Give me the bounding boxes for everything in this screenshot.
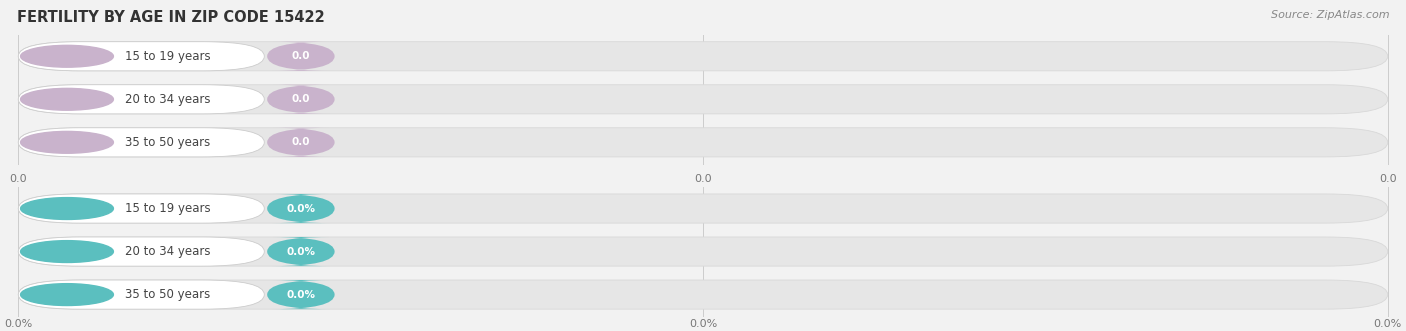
Text: 0.0%: 0.0% <box>689 319 717 329</box>
Circle shape <box>21 45 114 67</box>
FancyBboxPatch shape <box>267 128 335 157</box>
FancyBboxPatch shape <box>18 237 264 266</box>
Text: 0.0%: 0.0% <box>287 247 315 257</box>
Text: 0.0%: 0.0% <box>1374 319 1402 329</box>
Text: 20 to 34 years: 20 to 34 years <box>125 93 211 106</box>
Text: 0.0%: 0.0% <box>287 290 315 300</box>
Text: 0.0%: 0.0% <box>287 204 315 213</box>
FancyBboxPatch shape <box>18 85 1388 114</box>
Text: Source: ZipAtlas.com: Source: ZipAtlas.com <box>1271 10 1389 20</box>
FancyBboxPatch shape <box>267 194 335 223</box>
FancyBboxPatch shape <box>18 280 1388 309</box>
FancyBboxPatch shape <box>18 128 1388 157</box>
FancyBboxPatch shape <box>18 85 264 114</box>
Text: 20 to 34 years: 20 to 34 years <box>125 245 211 258</box>
Circle shape <box>21 131 114 153</box>
Text: FERTILITY BY AGE IN ZIP CODE 15422: FERTILITY BY AGE IN ZIP CODE 15422 <box>17 10 325 25</box>
Text: 0.0: 0.0 <box>1379 174 1396 184</box>
Text: 0.0: 0.0 <box>291 137 311 147</box>
FancyBboxPatch shape <box>18 280 264 309</box>
Circle shape <box>21 284 114 306</box>
FancyBboxPatch shape <box>18 42 1388 71</box>
FancyBboxPatch shape <box>267 85 335 114</box>
FancyBboxPatch shape <box>267 237 335 266</box>
Circle shape <box>21 88 114 110</box>
Text: 0.0: 0.0 <box>291 51 311 61</box>
Circle shape <box>21 198 114 219</box>
FancyBboxPatch shape <box>18 237 1388 266</box>
FancyBboxPatch shape <box>267 42 335 71</box>
Text: 0.0: 0.0 <box>291 94 311 104</box>
Circle shape <box>21 241 114 262</box>
Text: 0.0: 0.0 <box>695 174 711 184</box>
FancyBboxPatch shape <box>18 42 264 71</box>
FancyBboxPatch shape <box>18 194 1388 223</box>
FancyBboxPatch shape <box>18 128 264 157</box>
Text: 35 to 50 years: 35 to 50 years <box>125 136 211 149</box>
FancyBboxPatch shape <box>18 194 264 223</box>
Text: 35 to 50 years: 35 to 50 years <box>125 288 211 301</box>
Text: 0.0%: 0.0% <box>4 319 32 329</box>
Text: 15 to 19 years: 15 to 19 years <box>125 202 211 215</box>
Text: 15 to 19 years: 15 to 19 years <box>125 50 211 63</box>
FancyBboxPatch shape <box>267 280 335 309</box>
Text: 0.0: 0.0 <box>10 174 27 184</box>
